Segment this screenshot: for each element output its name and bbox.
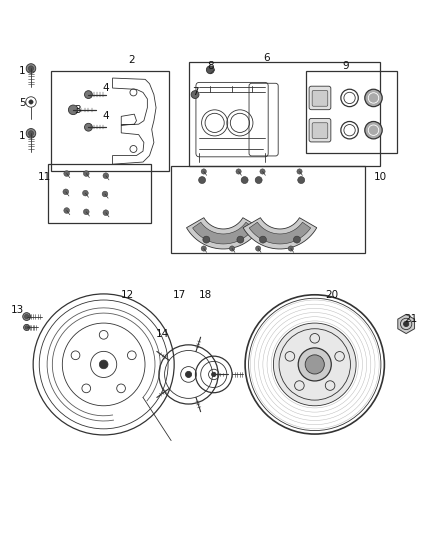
Circle shape bbox=[63, 189, 69, 195]
Text: 3: 3 bbox=[74, 105, 81, 115]
Circle shape bbox=[64, 208, 70, 213]
Text: 17: 17 bbox=[173, 290, 187, 300]
Bar bbox=[48, 164, 151, 223]
Circle shape bbox=[68, 105, 78, 115]
Text: 20: 20 bbox=[325, 290, 339, 300]
Circle shape bbox=[298, 176, 305, 183]
Bar bbox=[306, 71, 397, 154]
Circle shape bbox=[102, 191, 108, 197]
Text: 11: 11 bbox=[37, 172, 51, 182]
Circle shape bbox=[255, 176, 262, 183]
Circle shape bbox=[28, 131, 34, 136]
Circle shape bbox=[85, 91, 92, 99]
Circle shape bbox=[23, 313, 31, 320]
Circle shape bbox=[85, 123, 92, 131]
Circle shape bbox=[198, 176, 205, 183]
Polygon shape bbox=[193, 222, 254, 244]
Text: 10: 10 bbox=[374, 172, 387, 182]
Circle shape bbox=[241, 176, 248, 183]
FancyBboxPatch shape bbox=[312, 123, 328, 139]
Text: 4: 4 bbox=[102, 83, 109, 93]
Text: 18: 18 bbox=[198, 290, 212, 300]
Circle shape bbox=[103, 210, 109, 215]
Polygon shape bbox=[243, 217, 317, 249]
Text: 12: 12 bbox=[121, 290, 134, 300]
Circle shape bbox=[26, 63, 36, 73]
Circle shape bbox=[203, 236, 210, 243]
Circle shape bbox=[25, 314, 29, 319]
Circle shape bbox=[365, 122, 382, 139]
Circle shape bbox=[297, 169, 302, 174]
Circle shape bbox=[83, 171, 89, 176]
Circle shape bbox=[260, 169, 265, 174]
Circle shape bbox=[26, 128, 36, 138]
Text: 5: 5 bbox=[19, 98, 25, 108]
Polygon shape bbox=[249, 222, 311, 244]
Circle shape bbox=[201, 246, 206, 251]
Bar bbox=[171, 166, 365, 254]
Polygon shape bbox=[187, 217, 260, 249]
Circle shape bbox=[403, 321, 409, 327]
Circle shape bbox=[191, 91, 199, 99]
Text: 7: 7 bbox=[192, 87, 198, 98]
Circle shape bbox=[288, 246, 293, 251]
Circle shape bbox=[273, 323, 356, 406]
Bar bbox=[188, 62, 380, 166]
Text: 13: 13 bbox=[11, 305, 25, 315]
FancyBboxPatch shape bbox=[309, 86, 331, 110]
Circle shape bbox=[255, 246, 261, 251]
Circle shape bbox=[24, 325, 30, 330]
Bar bbox=[51, 71, 169, 171]
Circle shape bbox=[236, 169, 241, 174]
Text: 2: 2 bbox=[129, 55, 135, 65]
Circle shape bbox=[29, 100, 33, 104]
Circle shape bbox=[206, 66, 214, 74]
FancyBboxPatch shape bbox=[309, 118, 331, 142]
Circle shape bbox=[305, 355, 324, 374]
FancyBboxPatch shape bbox=[312, 91, 328, 106]
Text: 8: 8 bbox=[207, 61, 214, 71]
Circle shape bbox=[83, 209, 89, 215]
Circle shape bbox=[293, 236, 300, 243]
Circle shape bbox=[64, 171, 70, 176]
Text: 1: 1 bbox=[19, 131, 25, 141]
Text: 9: 9 bbox=[342, 61, 349, 71]
Text: 4: 4 bbox=[102, 111, 109, 122]
Text: 1: 1 bbox=[19, 66, 25, 76]
Circle shape bbox=[298, 348, 331, 381]
Circle shape bbox=[82, 190, 88, 196]
Circle shape bbox=[237, 236, 244, 243]
Circle shape bbox=[230, 246, 235, 251]
Text: 21: 21 bbox=[404, 314, 417, 324]
Circle shape bbox=[201, 169, 206, 174]
Circle shape bbox=[28, 66, 34, 71]
Circle shape bbox=[365, 89, 382, 107]
Circle shape bbox=[185, 372, 191, 377]
Circle shape bbox=[259, 236, 266, 243]
Polygon shape bbox=[398, 314, 414, 334]
Circle shape bbox=[103, 173, 109, 179]
Text: 6: 6 bbox=[264, 53, 270, 63]
Circle shape bbox=[99, 360, 108, 369]
Circle shape bbox=[212, 372, 216, 377]
Circle shape bbox=[25, 326, 28, 329]
Text: 14: 14 bbox=[156, 329, 169, 339]
